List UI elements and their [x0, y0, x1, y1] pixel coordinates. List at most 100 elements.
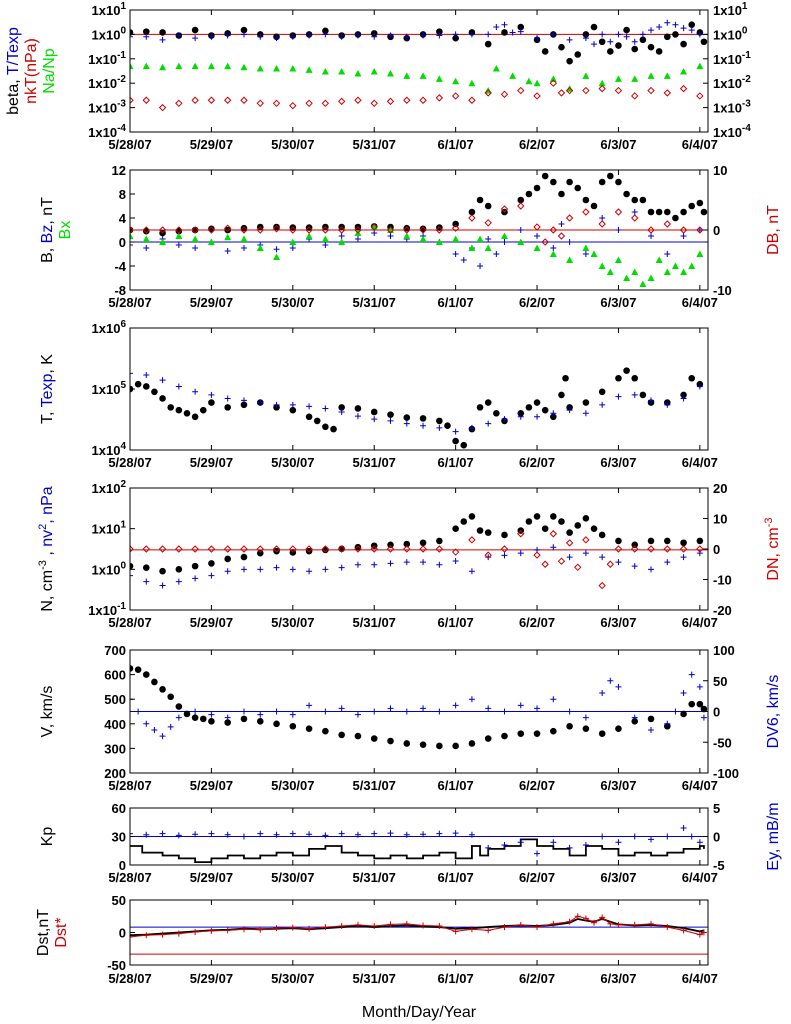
- y-axis-title: Na/Np: [41, 48, 58, 93]
- data-point: [680, 391, 687, 399]
- data-point: [419, 96, 427, 104]
- data-point: [419, 545, 427, 553]
- data-point: [672, 214, 679, 222]
- data-point: [130, 226, 134, 234]
- data-point: [403, 740, 411, 747]
- data-point: [663, 537, 671, 545]
- data-point: [403, 96, 411, 104]
- data-point: [615, 42, 622, 49]
- data-point: [419, 225, 427, 233]
- plot-frame: [129, 899, 709, 966]
- data-point: [130, 545, 134, 553]
- data-point: [322, 423, 329, 431]
- data-point: [306, 32, 313, 39]
- data-point: [598, 38, 606, 46]
- data-point: [534, 850, 541, 857]
- data-point: [256, 549, 264, 557]
- data-point: [305, 99, 313, 108]
- data-point: [370, 735, 378, 742]
- data-point: [582, 31, 590, 38]
- data-point: [192, 575, 199, 582]
- x-tick-label: 5/31/07: [353, 615, 396, 630]
- data-point: [485, 420, 492, 427]
- data-point: [501, 732, 508, 740]
- series-bx: [130, 223, 704, 287]
- data-point: [468, 31, 475, 38]
- y2-tick-label: 100: [713, 643, 735, 658]
- data-point: [582, 251, 589, 257]
- data-point: [492, 65, 500, 72]
- data-point: [696, 92, 704, 100]
- x-tick-label: 5/29/07: [190, 615, 233, 630]
- data-point: [615, 31, 622, 38]
- y-tick-label: -50: [107, 958, 126, 973]
- data-point: [558, 190, 565, 198]
- data-point: [208, 711, 215, 718]
- series-n: [130, 513, 704, 575]
- data-point: [387, 417, 394, 424]
- data-point: [159, 567, 166, 575]
- series-line: [130, 918, 705, 937]
- data-point: [305, 232, 313, 239]
- data-point: [387, 32, 394, 39]
- panel-p4: 5/28/07 5/29/07 5/30/07 5/31/07 6/1/07 6/2/07…: [37, 479, 782, 630]
- data-point: [700, 705, 708, 713]
- data-point: [574, 184, 582, 192]
- x-tick-label: 6/4/07: [682, 971, 718, 986]
- y-axis-title: Kp: [39, 827, 56, 847]
- data-point: [517, 28, 524, 35]
- data-point: [240, 63, 248, 71]
- data-point: [191, 562, 199, 570]
- data-point: [549, 75, 557, 82]
- data-point: [191, 235, 199, 242]
- data-point: [199, 406, 207, 414]
- data-point: [338, 408, 345, 415]
- data-point: [208, 560, 215, 567]
- data-point: [403, 414, 411, 421]
- data-point: [257, 830, 264, 837]
- data-point: [664, 401, 671, 408]
- data-point: [192, 388, 199, 395]
- data-point: [599, 401, 606, 408]
- data-point: [664, 833, 671, 840]
- data-point: [403, 420, 410, 427]
- data-point: [142, 564, 150, 571]
- data-point: [224, 62, 232, 70]
- data-point: [533, 223, 541, 231]
- data-point: [484, 202, 492, 210]
- data-point: [648, 566, 655, 573]
- data-point: [175, 383, 182, 390]
- data-point: [130, 242, 133, 248]
- y-tick-label: 200: [104, 766, 126, 781]
- data-point: [240, 224, 248, 232]
- x-tick-label: 6/2/07: [519, 971, 555, 986]
- data-point: [370, 223, 378, 231]
- data-point: [696, 199, 704, 207]
- data-point: [403, 232, 411, 239]
- data-point: [354, 236, 361, 242]
- data-point: [615, 393, 622, 400]
- y-axis-title: V, km/s: [39, 686, 56, 738]
- data-point: [700, 38, 708, 46]
- y2-tick-label: 1x100: [713, 25, 748, 42]
- data-point: [680, 268, 688, 275]
- data-point: [289, 226, 297, 234]
- data-point: [142, 28, 150, 35]
- data-point: [566, 239, 573, 245]
- data-point: [565, 86, 574, 95]
- data-point: [566, 708, 573, 715]
- data-point: [273, 720, 280, 728]
- data-point: [476, 404, 484, 411]
- y-tick-label: 1x105: [92, 380, 127, 397]
- data-point: [648, 836, 655, 843]
- y-axis-title: Bx: [57, 221, 74, 240]
- data-point: [191, 96, 199, 104]
- data-point: [599, 215, 606, 221]
- data-point: [696, 683, 703, 690]
- data-point: [598, 84, 606, 93]
- plot-area: [130, 665, 708, 750]
- data-point: [631, 833, 638, 840]
- data-point: [321, 545, 330, 553]
- x-tick-label: 5/28/07: [108, 870, 151, 885]
